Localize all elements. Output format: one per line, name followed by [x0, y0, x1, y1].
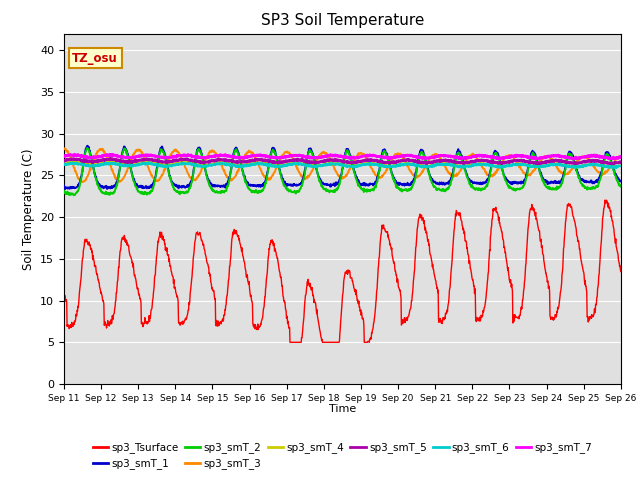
sp3_smT_2	[60, 188, 68, 194]
Line: sp3_smT_5: sp3_smT_5	[64, 158, 621, 164]
sp3_smT_1	[552, 179, 559, 184]
sp3_smT_4	[617, 163, 625, 168]
sp3_smT_7	[569, 156, 577, 162]
sp3_smT_3	[502, 153, 509, 159]
sp3_Tsurface	[184, 310, 191, 316]
sp3_smT_6	[246, 161, 254, 167]
sp3_smT_2	[185, 188, 193, 193]
X-axis label: Time: Time	[329, 404, 356, 414]
sp3_Tsurface	[170, 285, 178, 291]
sp3_smT_2	[502, 179, 510, 184]
sp3_smT_4	[246, 160, 254, 166]
sp3_smT_6	[572, 165, 579, 171]
sp3_smT_3	[551, 161, 559, 167]
sp3_Tsurface	[246, 291, 254, 297]
sp3_smT_1	[61, 186, 69, 192]
sp3_smT_4	[502, 163, 509, 168]
Line: sp3_smT_3: sp3_smT_3	[64, 148, 621, 182]
sp3_smT_6	[69, 160, 77, 166]
Title: SP3 Soil Temperature: SP3 Soil Temperature	[260, 13, 424, 28]
Line: sp3_smT_2: sp3_smT_2	[64, 148, 621, 195]
sp3_smT_7	[246, 154, 254, 159]
sp3_smT_2	[429, 183, 437, 189]
sp3_smT_3	[171, 148, 179, 154]
Line: sp3_smT_7: sp3_smT_7	[64, 155, 621, 159]
sp3_Tsurface	[617, 269, 625, 275]
Text: TZ_osu: TZ_osu	[72, 52, 118, 65]
sp3_smT_7	[171, 154, 179, 159]
sp3_smT_4	[429, 163, 437, 168]
sp3_smT_3	[617, 155, 625, 160]
sp3_smT_4	[171, 161, 179, 167]
sp3_smT_1	[84, 143, 92, 149]
sp3_smT_1	[429, 179, 437, 184]
sp3_smT_2	[617, 184, 625, 190]
Line: sp3_smT_1: sp3_smT_1	[64, 146, 621, 189]
sp3_smT_2	[172, 187, 179, 192]
sp3_smT_5	[429, 159, 437, 165]
sp3_smT_5	[617, 159, 625, 165]
sp3_Tsurface	[502, 254, 509, 260]
sp3_smT_3	[60, 145, 68, 151]
sp3_smT_7	[502, 155, 509, 161]
Line: sp3_Tsurface: sp3_Tsurface	[64, 200, 621, 342]
sp3_smT_7	[551, 153, 559, 158]
sp3_smT_7	[106, 152, 113, 157]
sp3_smT_6	[617, 163, 625, 169]
sp3_smT_2	[552, 185, 559, 191]
sp3_Tsurface	[429, 266, 437, 272]
sp3_smT_3	[184, 171, 192, 177]
sp3_smT_7	[429, 154, 437, 160]
sp3_Tsurface	[60, 290, 68, 296]
sp3_smT_6	[60, 161, 68, 167]
sp3_smT_2	[70, 192, 77, 198]
sp3_smT_5	[60, 158, 68, 164]
sp3_smT_2	[247, 187, 255, 193]
sp3_smT_1	[247, 183, 255, 189]
sp3_smT_1	[60, 183, 68, 189]
sp3_smT_7	[617, 154, 625, 160]
sp3_Tsurface	[551, 312, 559, 318]
sp3_smT_5	[246, 158, 254, 164]
Line: sp3_smT_4: sp3_smT_4	[64, 161, 621, 167]
sp3_smT_3	[246, 149, 254, 155]
Legend: sp3_Tsurface, sp3_smT_1, sp3_smT_2, sp3_smT_3, sp3_smT_4, sp3_smT_5, sp3_smT_6, : sp3_Tsurface, sp3_smT_1, sp3_smT_2, sp3_…	[88, 438, 596, 474]
sp3_smT_5	[551, 158, 559, 164]
sp3_smT_1	[502, 176, 510, 181]
Line: sp3_smT_6: sp3_smT_6	[64, 163, 621, 168]
sp3_smT_3	[79, 179, 87, 185]
sp3_smT_4	[551, 161, 559, 167]
sp3_smT_6	[171, 162, 179, 168]
sp3_smT_5	[184, 157, 192, 163]
sp3_smT_5	[106, 156, 114, 161]
sp3_smT_2	[83, 145, 91, 151]
sp3_smT_7	[60, 154, 68, 159]
sp3_smT_4	[60, 160, 68, 166]
sp3_smT_4	[607, 164, 614, 170]
sp3_smT_4	[184, 160, 192, 166]
sp3_smT_6	[184, 161, 192, 167]
sp3_smT_1	[172, 182, 179, 188]
sp3_smT_1	[617, 179, 625, 184]
sp3_smT_4	[70, 158, 77, 164]
sp3_Tsurface	[286, 339, 294, 345]
sp3_smT_5	[171, 158, 179, 164]
sp3_smT_6	[551, 162, 559, 168]
sp3_Tsurface	[601, 197, 609, 203]
sp3_smT_1	[185, 182, 193, 188]
sp3_smT_3	[429, 152, 437, 158]
sp3_smT_6	[429, 163, 437, 168]
sp3_smT_5	[607, 161, 614, 167]
sp3_smT_5	[502, 160, 509, 166]
Y-axis label: Soil Temperature (C): Soil Temperature (C)	[22, 148, 35, 270]
sp3_smT_7	[184, 153, 192, 158]
sp3_smT_6	[502, 163, 509, 168]
